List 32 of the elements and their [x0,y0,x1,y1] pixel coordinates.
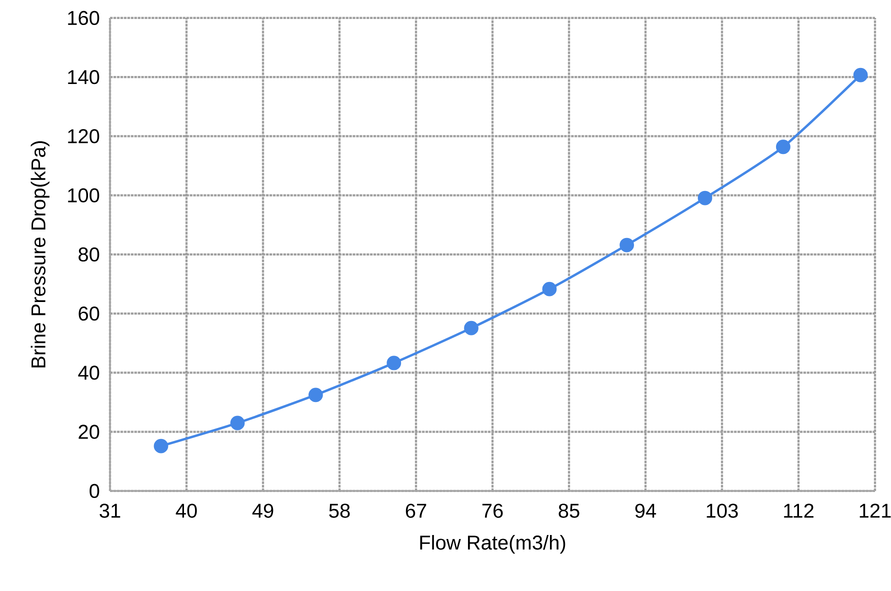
x-tick-label: 76 [482,504,503,518]
x-tick-label: 67 [406,504,426,518]
x-tick-label: 112 [784,504,814,518]
x-tick-label: 40 [176,504,197,518]
x-tick-label: 49 [252,504,274,518]
y-tick-label: 60 [78,306,100,321]
y-tick-label: 140 [68,70,100,84]
x-tick-label: 103 [706,504,738,518]
point [620,238,634,252]
point [698,190,712,206]
x-tick-label: 121 [860,504,891,518]
point [386,356,402,370]
y-tick-label: 80 [78,247,100,262]
x-tick-label: 31 [100,504,120,518]
x-tick-label: 85 [558,504,580,518]
point [230,416,245,430]
x-tick-label: 94 [635,504,656,518]
y-axis-title: Brine Pressure Drop(kPa) [30,141,50,368]
point [308,388,323,402]
y-tick-label: 160 [68,10,100,26]
y-tick-label: 0 [90,484,100,498]
point [154,438,168,454]
x-axis-title: Flow Rate(m3/h) [420,535,566,554]
x-tick-label: 58 [329,504,350,518]
point [853,68,868,82]
y-tick-label: 40 [78,366,100,380]
y-tick-label: 20 [78,424,100,439]
point [542,282,557,296]
point [776,140,790,154]
point [464,320,478,336]
y-tick-label: 120 [68,129,100,144]
y-tick-label: 100 [68,188,100,202]
